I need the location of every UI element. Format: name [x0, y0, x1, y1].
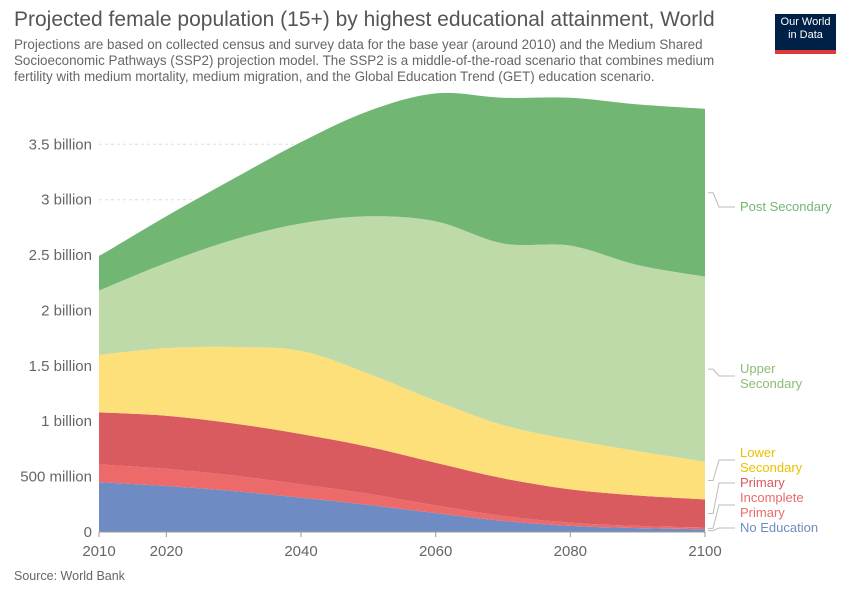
y-tick-label: 1.5 billion	[29, 358, 92, 375]
series-label-lower-secondary: Secondary	[740, 460, 803, 475]
chart-subtitle: Projections are based on collected censu…	[14, 37, 715, 84]
y-axis: 0 500 million 1 billion 1.5 billion 2 billio…	[20, 136, 92, 541]
label-connector	[708, 504, 735, 529]
x-tick-label: 2100	[688, 543, 721, 560]
x-tick-label: 2040	[284, 543, 317, 560]
label-connector	[708, 368, 735, 377]
series-label-upper-secondary: Upper	[740, 361, 776, 376]
series-label-primary: Primary	[740, 475, 785, 490]
area-primary[interactable]	[99, 412, 705, 528]
series-labels: Post SecondaryUpperSecondaryLowerSeconda…	[708, 192, 832, 535]
series-label-primary-incomplete: Incomplete	[740, 490, 804, 505]
y-tick-label: 3.5 billion	[29, 136, 92, 153]
area-lower-secondary[interactable]	[99, 346, 705, 500]
stacked-areas	[99, 92, 705, 533]
area-primary-incomplete[interactable]	[99, 464, 705, 530]
series-label-upper-secondary: Secondary	[740, 376, 803, 391]
series-label-lower-secondary: Lower	[740, 445, 776, 460]
y-tick-label: 2.5 billion	[29, 247, 92, 264]
x-tick-label: 2010	[82, 543, 115, 560]
x-tick-label: 2020	[150, 543, 183, 560]
series-label-no-education: No Education	[740, 520, 818, 535]
area-upper-secondary[interactable]	[99, 216, 705, 462]
source-note: Source: World Bank	[14, 569, 125, 583]
chart-title: Projected female population (15+) by hig…	[14, 8, 715, 31]
label-connector	[708, 192, 735, 208]
y-tick-label: 2 billion	[41, 302, 92, 319]
y-tick-label: 500 million	[20, 469, 92, 486]
label-connector	[708, 482, 735, 514]
x-tick-label: 2080	[554, 543, 587, 560]
y-tick-label: 0	[84, 524, 92, 541]
area-post-secondary[interactable]	[99, 92, 705, 291]
x-axis: 2010 2020 2040 2060 2080 2100	[82, 532, 722, 560]
series-label-post-secondary: Post Secondary	[740, 199, 832, 214]
label-connector	[708, 527, 735, 532]
logo-line-1: Our World	[780, 16, 831, 28]
owid-logo[interactable]: Our World in Data	[775, 14, 836, 54]
label-connector	[708, 459, 735, 481]
series-label-primary-incomplete: Primary	[740, 505, 785, 520]
y-tick-label: 3 billion	[41, 192, 92, 209]
area-no-education[interactable]	[99, 482, 705, 532]
y-tick-label: 1 billion	[41, 413, 92, 430]
x-tick-label: 2060	[419, 543, 452, 560]
logo-line-2: in Data	[788, 29, 823, 41]
